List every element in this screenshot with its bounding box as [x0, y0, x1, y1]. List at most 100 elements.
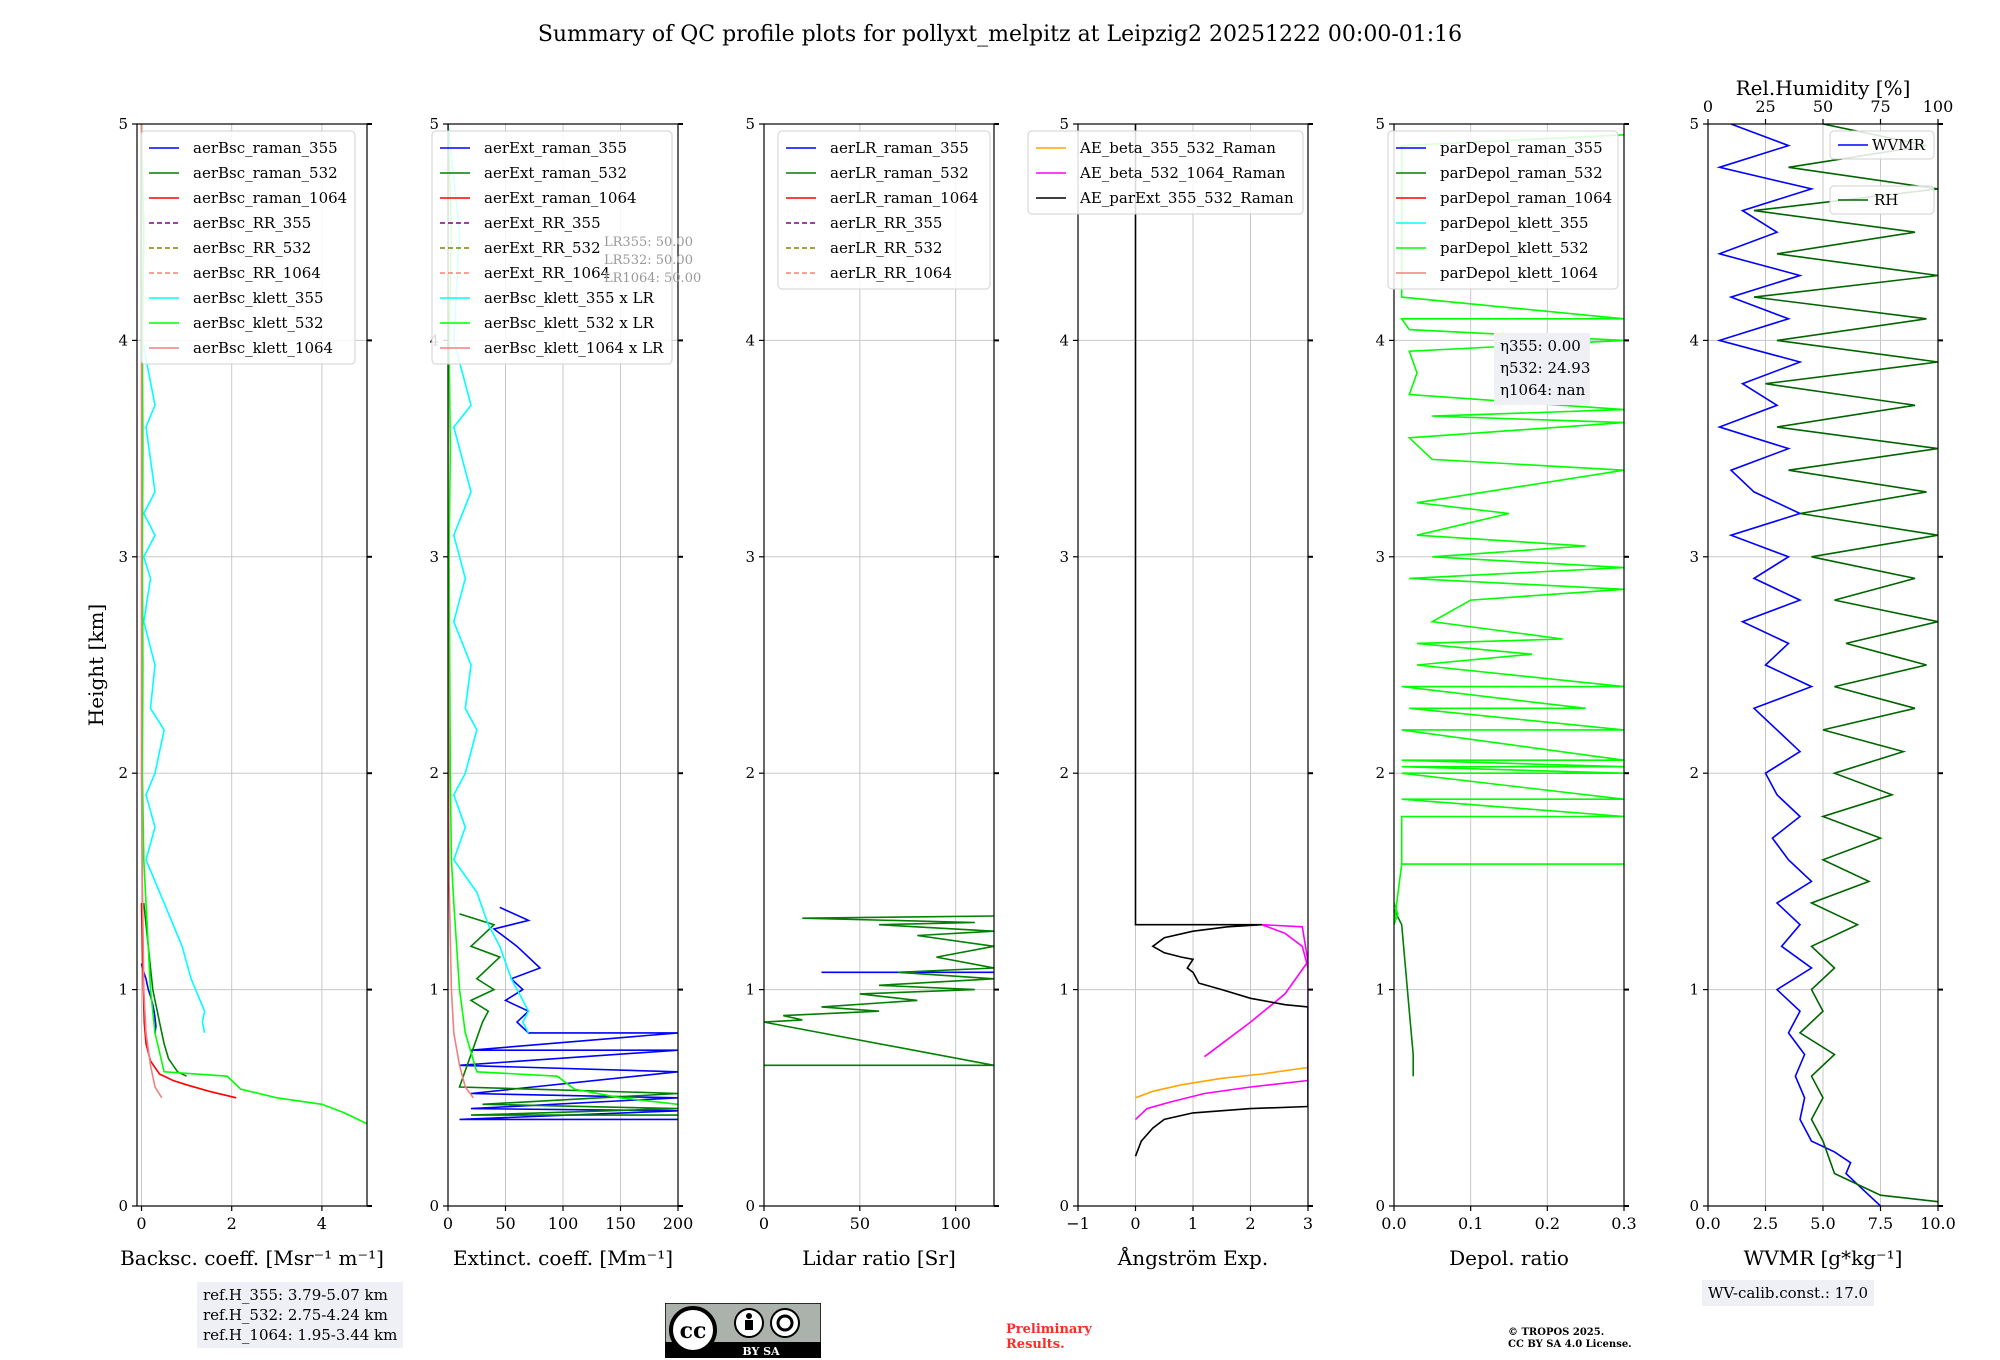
- top-x-tick-label: 75: [1870, 97, 1890, 116]
- y-tick-label: 4: [118, 331, 128, 349]
- top-axis: Rel.Humidity [%] 0 25 50 75 100: [1703, 76, 1953, 124]
- legend-box: [777, 130, 991, 290]
- y-tick-label: 2: [1375, 764, 1385, 782]
- copyright-line-2: CC BY SA 4.0 License.: [1508, 1339, 1632, 1350]
- legend-label: parDepol_klett_355: [1440, 214, 1589, 232]
- series-line-WVMR: [1716, 124, 1882, 1206]
- y-tick-label: 4: [745, 331, 755, 349]
- legend-label: aerBsc_klett_1064 x LR: [484, 339, 664, 357]
- y-tick-label: 2: [429, 764, 439, 782]
- x-tick-label: 0.1: [1458, 1214, 1483, 1233]
- legend-label: aerLR_raman_532: [830, 164, 969, 182]
- legend-box: [431, 130, 673, 365]
- top-x-tick-label: 50: [1813, 97, 1833, 116]
- y-axis-label: Height [km]: [84, 604, 108, 726]
- x-axis-label: Lidar ratio [Sr]: [802, 1246, 956, 1270]
- legend: parDepol_raman_355 parDepol_raman_532 parD…: [1387, 130, 1619, 290]
- legend-label: aerBsc_RR_532: [193, 239, 311, 257]
- legend-label: aerBsc_raman_355: [193, 139, 338, 157]
- y-tick-label: 4: [1059, 331, 1069, 349]
- x-tick-label: 100: [548, 1214, 579, 1233]
- series-line-AE_beta_355_532_Raman: [1135, 1066, 1308, 1099]
- legend-label: parDepol_raman_532: [1440, 164, 1603, 182]
- y-tick-label: 4: [1689, 331, 1699, 349]
- series-line-aerBsc_klett_355: [140, 124, 206, 1034]
- x-axis-label: Backsc. coeff. [Msr⁻¹ m⁻¹]: [120, 1246, 384, 1270]
- series-line-aerBsc_klett_532: [140, 124, 367, 1125]
- legend-label: aerBsc_klett_1064: [193, 339, 333, 357]
- x-tick-label: 0: [1130, 1214, 1140, 1233]
- series-line-AE_beta_532_1064_Raman: [1134, 923, 1308, 1120]
- top-x-tick-label: 25: [1755, 97, 1775, 116]
- legend-box: [1027, 130, 1304, 215]
- x-tick-label: 50: [495, 1214, 515, 1233]
- y-tick-label: 3: [1375, 548, 1385, 566]
- legend-label: aerLR_raman_355: [830, 139, 969, 157]
- series-line-parDepol_raman_532: [1394, 909, 1414, 1077]
- plot-frame: [763, 123, 995, 1207]
- x-tick-label: 5.0: [1810, 1214, 1835, 1233]
- x-tick-label: 7.5: [1868, 1214, 1893, 1233]
- y-tick-label: 2: [118, 764, 128, 782]
- legend-label: aerLR_RR_355: [830, 214, 942, 232]
- reference-height-box: ref.H_355: 3.79-5.07 km ref.H_532: 2.75-…: [197, 1282, 404, 1348]
- legend-rh: RH: [1829, 185, 1935, 215]
- copyright-line-1: © TROPOS 2025.: [1508, 1327, 1605, 1338]
- preliminary-line-2: Results.: [1006, 1337, 1065, 1352]
- legend-label: aerBsc_klett_355: [193, 289, 324, 307]
- legend-wvmr: WVMR: [1829, 130, 1935, 160]
- series-line-aerLR_raman_532: [764, 915, 994, 1067]
- x-tick-label: 50: [850, 1214, 870, 1233]
- y-tick-label: 3: [1059, 548, 1069, 566]
- legend-label: aerLR_RR_532: [830, 239, 942, 257]
- y-tick-label: 5: [1689, 115, 1699, 133]
- x-tick-label: 2.5: [1753, 1214, 1778, 1233]
- lr-label: LR532: 50.00: [604, 253, 693, 268]
- top-x-tick-label: 100: [1923, 97, 1954, 116]
- legend-label: parDepol_klett_1064: [1440, 264, 1598, 282]
- legend-label: parDepol_raman_1064: [1440, 189, 1612, 207]
- cc-license-text: BY SA: [742, 1345, 780, 1358]
- legend-label: RH: [1874, 191, 1898, 209]
- legend-label: aerExt_RR_1064: [484, 264, 610, 282]
- y-tick-label: 3: [429, 548, 439, 566]
- series-line-AE_parExt_355_532_Raman: [1134, 124, 1308, 1157]
- lr-label: LR1064: 50.00: [604, 271, 701, 286]
- series-group: [1134, 124, 1308, 1157]
- copyright-note: © TROPOS 2025. CC BY SA 4.0 License.: [1508, 1327, 1632, 1351]
- y-tick-label: 0: [1689, 1197, 1699, 1215]
- x-tick-label: 2: [227, 1214, 237, 1233]
- y-tick-label: 5: [118, 115, 128, 133]
- series-group: [1716, 124, 1938, 1206]
- legend-box: [1829, 130, 1935, 160]
- legend: aerBsc_raman_355 aerBsc_raman_532 aerBsc_r…: [140, 130, 356, 365]
- series-line-parDepol_klett_532: [1394, 134, 1624, 925]
- wv-calibration-box: WV-calib.const.: 17.0: [1702, 1280, 1875, 1306]
- x-axis-label: Ångström Exp.: [1117, 1245, 1268, 1270]
- y-tick-label: 3: [118, 548, 128, 566]
- legend-label: parDepol_klett_532: [1440, 239, 1589, 257]
- ref-height-355: ref.H_355: 3.79-5.07 km: [203, 1286, 388, 1304]
- x-tick-label: 0: [759, 1214, 769, 1233]
- y-tick-label: 1: [118, 981, 128, 999]
- x-tick-label: 1: [1188, 1214, 1198, 1233]
- legend-label: aerExt_raman_1064: [484, 189, 637, 207]
- panel-6: 0 1 2 3 4 5 0.0 2.5 5.0 7.5 10.0 WVMR [g*kg⁻¹]: [1689, 115, 1955, 1270]
- legend-label: aerExt_RR_355: [484, 214, 601, 232]
- ref-height-1064: ref.H_1064: 1.95-3.44 km: [203, 1326, 398, 1344]
- x-tick-label: 0: [443, 1214, 453, 1233]
- y-tick-label: 0: [1059, 1197, 1069, 1215]
- legend-label: AE_beta_355_532_Raman: [1079, 139, 1276, 157]
- x-tick-label: 0.3: [1611, 1214, 1636, 1233]
- series-group: [764, 915, 994, 1067]
- y-tick-label: 3: [1689, 548, 1699, 566]
- y-tick-label: 0: [429, 1197, 439, 1215]
- panel-2: 012345050100150200Extinct. coeff. [Mm⁻¹]…: [429, 115, 693, 1270]
- legend-label: aerBsc_raman_1064: [193, 189, 347, 207]
- legend-label: aerExt_RR_532: [484, 239, 601, 257]
- legend-label: aerBsc_klett_355 x LR: [484, 289, 655, 307]
- top-axis-label: Rel.Humidity [%]: [1736, 76, 1911, 100]
- legend-label: AE_parExt_355_532_Raman: [1079, 189, 1294, 207]
